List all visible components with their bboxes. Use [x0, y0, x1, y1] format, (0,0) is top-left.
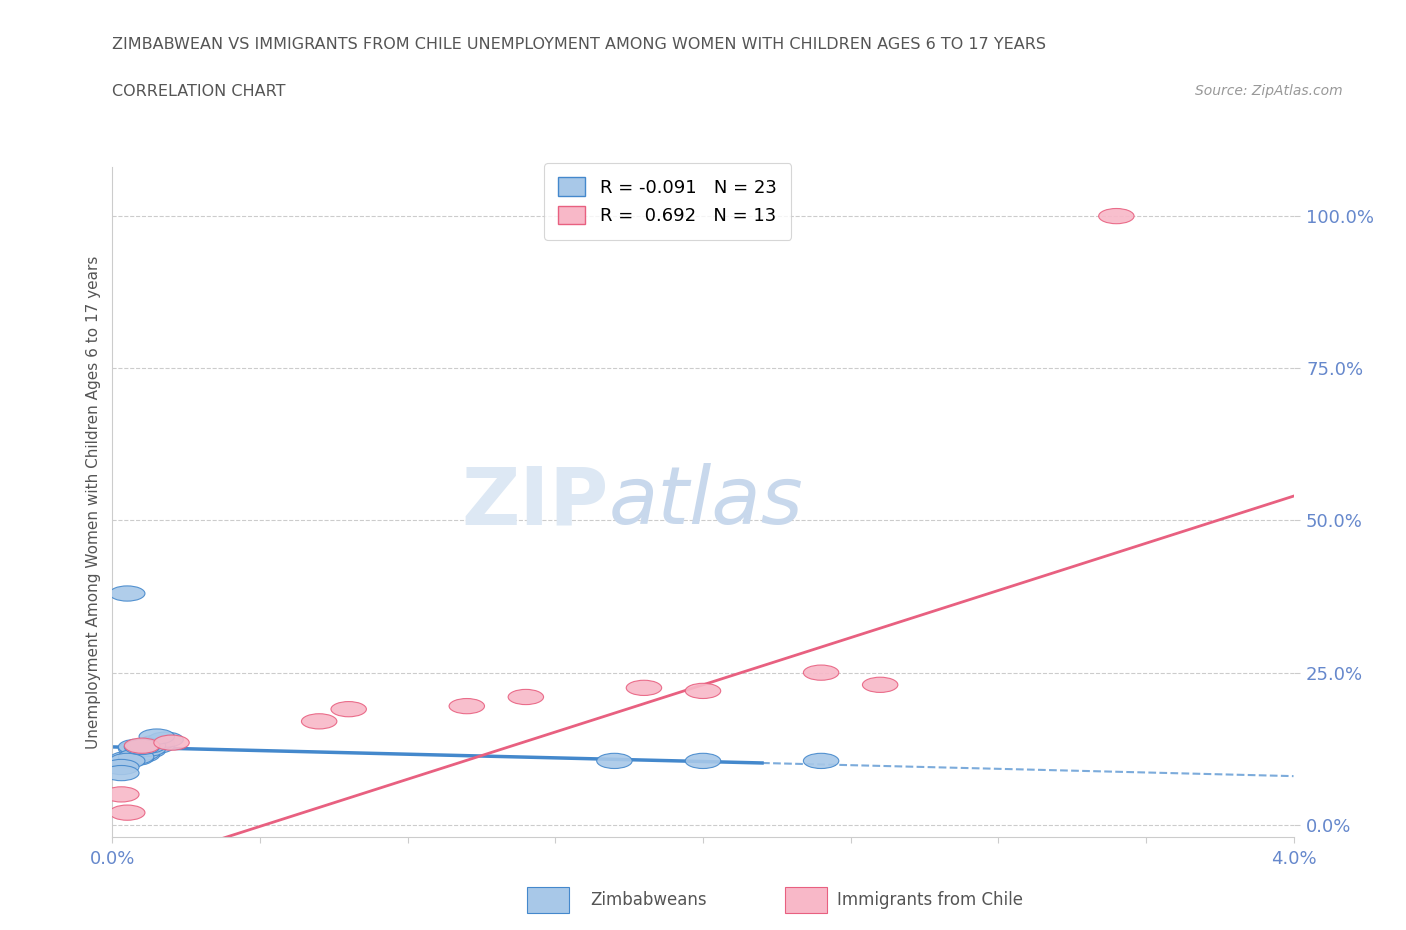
- Text: ZIMBABWEAN VS IMMIGRANTS FROM CHILE UNEMPLOYMENT AMONG WOMEN WITH CHILDREN AGES : ZIMBABWEAN VS IMMIGRANTS FROM CHILE UNEM…: [112, 37, 1046, 52]
- Ellipse shape: [139, 729, 174, 744]
- Ellipse shape: [131, 741, 166, 756]
- Ellipse shape: [139, 738, 174, 753]
- Ellipse shape: [131, 738, 166, 753]
- Ellipse shape: [685, 684, 721, 698]
- Ellipse shape: [139, 735, 174, 751]
- Ellipse shape: [685, 753, 721, 768]
- Ellipse shape: [153, 735, 190, 751]
- Text: Zimbabweans: Zimbabweans: [591, 891, 707, 910]
- Text: atlas: atlas: [609, 463, 803, 541]
- Ellipse shape: [110, 751, 145, 766]
- Ellipse shape: [124, 745, 160, 761]
- Ellipse shape: [862, 677, 898, 693]
- Ellipse shape: [110, 753, 145, 768]
- Ellipse shape: [1098, 208, 1135, 224]
- Ellipse shape: [118, 739, 153, 754]
- Ellipse shape: [449, 698, 485, 713]
- Ellipse shape: [124, 738, 160, 753]
- Ellipse shape: [508, 689, 544, 705]
- Ellipse shape: [110, 805, 145, 820]
- Ellipse shape: [148, 732, 183, 747]
- Ellipse shape: [803, 665, 839, 680]
- Text: CORRELATION CHART: CORRELATION CHART: [112, 84, 285, 99]
- Ellipse shape: [131, 743, 166, 758]
- Ellipse shape: [104, 765, 139, 780]
- Text: Source: ZipAtlas.com: Source: ZipAtlas.com: [1195, 84, 1343, 98]
- Ellipse shape: [118, 749, 153, 764]
- Ellipse shape: [124, 744, 160, 760]
- Ellipse shape: [124, 739, 160, 754]
- Ellipse shape: [330, 701, 367, 717]
- Ellipse shape: [626, 680, 662, 696]
- Ellipse shape: [104, 787, 139, 802]
- Ellipse shape: [118, 751, 153, 765]
- Ellipse shape: [301, 713, 337, 729]
- Ellipse shape: [803, 753, 839, 768]
- Ellipse shape: [124, 747, 160, 763]
- Ellipse shape: [118, 741, 153, 756]
- Legend: R = -0.091   N = 23, R =  0.692   N = 13: R = -0.091 N = 23, R = 0.692 N = 13: [544, 163, 792, 240]
- Ellipse shape: [110, 586, 145, 601]
- Y-axis label: Unemployment Among Women with Children Ages 6 to 17 years: Unemployment Among Women with Children A…: [86, 256, 101, 749]
- Text: ZIP: ZIP: [461, 463, 609, 541]
- Ellipse shape: [596, 753, 633, 768]
- Text: Immigrants from Chile: Immigrants from Chile: [837, 891, 1022, 910]
- Ellipse shape: [104, 760, 139, 775]
